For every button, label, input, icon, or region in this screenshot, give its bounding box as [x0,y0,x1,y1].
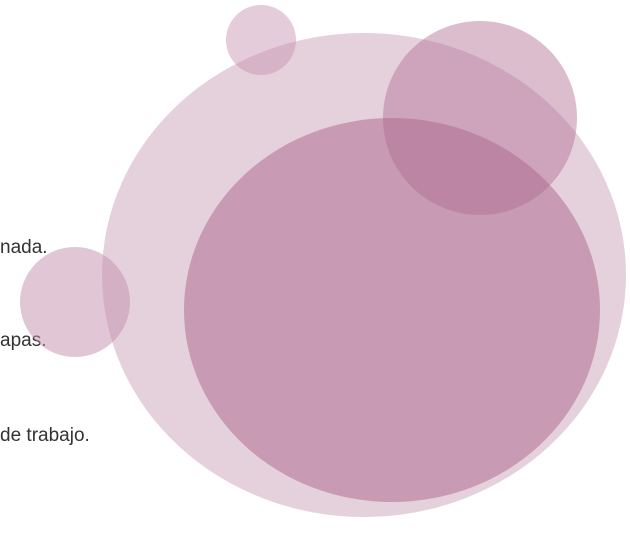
decoration [0,0,630,538]
small-circle [226,5,296,75]
top-right-circle [383,21,577,215]
left-circle [20,247,130,357]
slide: nada. apas. de trabajo. [0,0,630,538]
